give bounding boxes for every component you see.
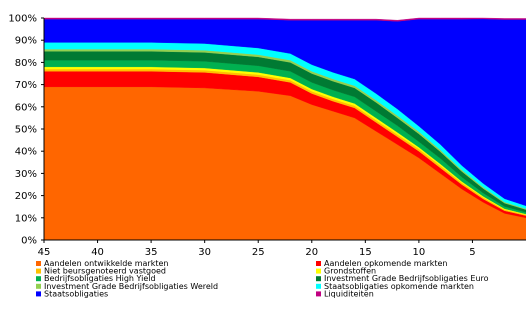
- x-tick-label: 10: [413, 247, 426, 258]
- legend-swatch: [316, 284, 321, 289]
- y-tick-label: 40%: [15, 147, 37, 158]
- y-axis-ticks: 0% 10% 20% 30% 40% 50% 60% 70% 80% 90% 100%: [8, 14, 44, 247]
- x-tick-label: 5: [469, 247, 475, 258]
- x-tick-label: 35: [145, 247, 158, 258]
- y-tick-label: 0%: [21, 236, 37, 247]
- y-tick-label: 30%: [15, 169, 37, 180]
- y-tick-label: 10%: [15, 213, 37, 224]
- y-tick-label: 80%: [15, 58, 37, 69]
- x-tick-label: 30: [198, 247, 211, 258]
- legend-swatch: [316, 276, 321, 281]
- x-tick-label: 25: [252, 247, 265, 258]
- y-tick-label: 90%: [15, 36, 37, 47]
- y-tick-label: 50%: [15, 125, 37, 136]
- y-tick-label: 60%: [15, 102, 37, 113]
- legend-swatch: [36, 261, 41, 266]
- x-tick-label: 20: [305, 247, 318, 258]
- legend-swatch: [316, 269, 321, 274]
- legend: Aandelen ontwikkelde markten Aandelen opk…: [36, 259, 489, 298]
- x-tick-label: 15: [359, 247, 372, 258]
- legend-label: Staatsobligaties: [44, 289, 108, 298]
- x-tick-label: 40: [91, 247, 104, 258]
- x-axis-ticks: 45 40 35 30 25 20 15 10 5: [38, 240, 476, 258]
- legend-swatch: [36, 276, 41, 281]
- y-tick-label: 100%: [8, 14, 37, 25]
- y-tick-label: 70%: [15, 80, 37, 91]
- y-tick-label: 20%: [15, 191, 37, 202]
- x-tick-label: 45: [38, 247, 51, 258]
- legend-label: Liquiditeiten: [324, 289, 374, 298]
- legend-swatch: [316, 261, 321, 266]
- area-series-group: [44, 18, 526, 240]
- legend-swatch: [36, 284, 41, 289]
- legend-swatch: [316, 291, 321, 296]
- legend-swatch: [36, 269, 41, 274]
- legend-swatch: [36, 291, 41, 296]
